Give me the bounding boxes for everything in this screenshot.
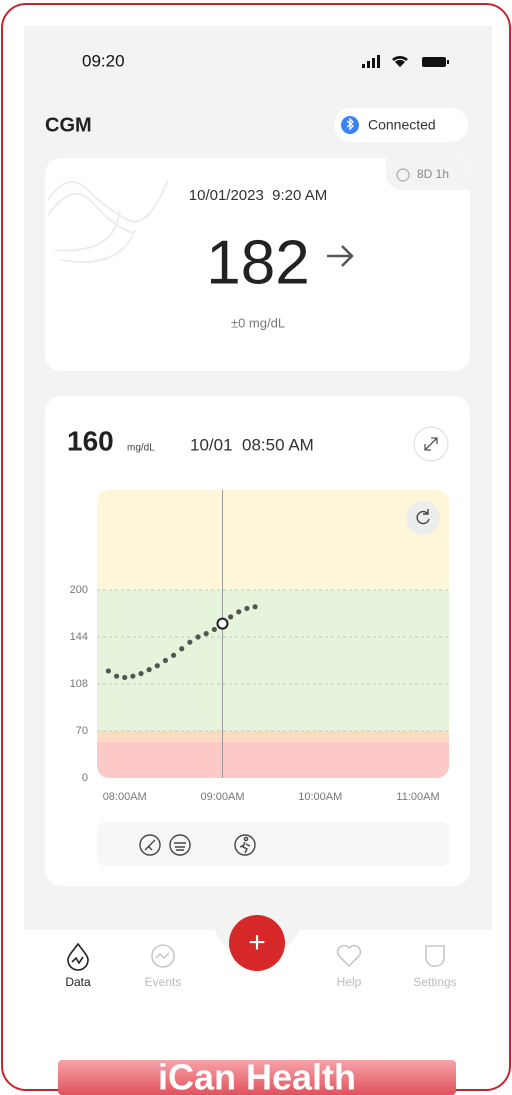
sensor-duration: 8D 1h	[417, 167, 449, 181]
data-point	[244, 605, 250, 612]
pill-bg	[334, 108, 468, 142]
brand-banner	[58, 1060, 456, 1095]
y-tick-label: 200	[70, 584, 88, 596]
data-point	[130, 673, 136, 679]
range-zone	[97, 731, 449, 742]
app-title: CGM	[45, 114, 92, 136]
clock-icon	[396, 168, 410, 182]
nav-label: Data	[65, 975, 91, 989]
expand-button[interactable]	[413, 426, 449, 462]
data-point	[179, 646, 185, 652]
data-point	[252, 604, 258, 610]
reset-button[interactable]	[406, 501, 440, 535]
plot-area	[97, 490, 449, 778]
nav-label: Settings	[413, 975, 456, 989]
y-tick-label: 108	[70, 678, 88, 690]
selected-value: 160	[67, 425, 114, 456]
event-bar	[97, 822, 449, 866]
selected-time: 10/01 08:50 AM	[190, 435, 314, 454]
plot-overlay: 0 70 108 144 200 08:00AM 09:00AM 10:00AM 11:00AM	[70, 490, 449, 803]
selected-unit: mg/dL	[127, 443, 155, 454]
x-tick-label: 09:00AM	[200, 791, 244, 803]
card-decoration	[47, 179, 169, 263]
add-label: +	[248, 926, 266, 959]
nav-settings[interactable]: Settings	[413, 945, 457, 989]
nav-help[interactable]: Help	[337, 944, 362, 990]
glucose-value: 182	[206, 228, 309, 297]
y-tick-label: 0	[82, 772, 88, 784]
range-zone	[97, 590, 449, 731]
data-point	[195, 634, 201, 640]
data-point	[187, 639, 193, 645]
y-tick-label: 70	[76, 725, 88, 737]
status-time: 09:20	[82, 51, 125, 70]
data-point	[105, 668, 112, 674]
range-zone	[97, 741, 449, 778]
duration-badge	[386, 158, 470, 190]
data-point	[146, 667, 152, 673]
glucose-delta: ±0 mg/dL	[231, 315, 285, 330]
x-tick-label: 11:00AM	[396, 791, 439, 803]
data-point	[122, 674, 128, 681]
nav-bar	[24, 930, 492, 1038]
connection-pill[interactable]: Connected	[334, 108, 468, 142]
brand-name: iCan Health	[158, 1057, 356, 1095]
y-tick-label: 144	[70, 631, 88, 643]
nav-label: Help	[337, 975, 362, 989]
x-tick-label: 10:00AM	[298, 791, 342, 803]
nav-data[interactable]: Data	[65, 942, 91, 989]
highlight-point	[216, 617, 229, 630]
event-icons[interactable]	[139, 834, 256, 856]
data-point	[162, 657, 169, 664]
data-point	[203, 631, 209, 637]
add-button[interactable]: +	[229, 915, 285, 971]
x-tick-label: 08:00AM	[103, 791, 147, 803]
data-point	[228, 614, 234, 620]
nav-label: Events	[145, 975, 182, 989]
data-point	[236, 609, 242, 615]
data-point	[154, 663, 160, 669]
data-point	[170, 652, 177, 658]
range-zone	[97, 490, 449, 590]
data-point	[113, 673, 120, 679]
nav-events[interactable]: Events	[145, 944, 182, 989]
connection-status: Connected	[368, 117, 436, 133]
trend-arrow	[327, 245, 354, 267]
reading-datetime: 10/01/2023 9:20 AM	[189, 187, 327, 204]
data-point	[138, 670, 144, 677]
data-point	[211, 626, 217, 633]
status-icons	[362, 55, 449, 68]
